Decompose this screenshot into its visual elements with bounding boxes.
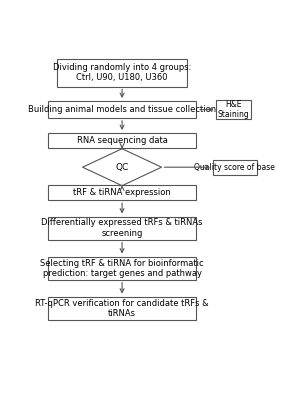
Text: tRF & tiRNA expression: tRF & tiRNA expression [73, 188, 171, 197]
FancyBboxPatch shape [48, 297, 196, 320]
FancyBboxPatch shape [213, 160, 257, 174]
Text: Quality score of base: Quality score of base [194, 163, 275, 172]
FancyBboxPatch shape [57, 59, 187, 86]
FancyBboxPatch shape [48, 133, 196, 148]
Text: Selecting tRF & tiRNA for bioinformatic
prediction: target genes and pathway: Selecting tRF & tiRNA for bioinformatic … [40, 258, 204, 278]
FancyBboxPatch shape [48, 257, 196, 280]
Text: Dividing randomly into 4 groups:
Ctrl, U90, U180, U360: Dividing randomly into 4 groups: Ctrl, U… [53, 63, 191, 82]
FancyBboxPatch shape [48, 185, 196, 200]
Text: RNA sequencing data: RNA sequencing data [77, 136, 168, 145]
Text: Building animal models and tissue collection: Building animal models and tissue collec… [28, 105, 216, 114]
Text: H&E
Staining: H&E Staining [218, 100, 250, 119]
FancyBboxPatch shape [216, 100, 251, 119]
Text: QC: QC [116, 163, 129, 172]
FancyBboxPatch shape [48, 217, 196, 240]
Text: Differentially expressed tRFs & tiRNAs
screening: Differentially expressed tRFs & tiRNAs s… [41, 218, 203, 238]
Text: RT-qPCR verification for candidate tRFs &
tiRNAs: RT-qPCR verification for candidate tRFs … [35, 298, 209, 318]
FancyBboxPatch shape [48, 101, 196, 118]
